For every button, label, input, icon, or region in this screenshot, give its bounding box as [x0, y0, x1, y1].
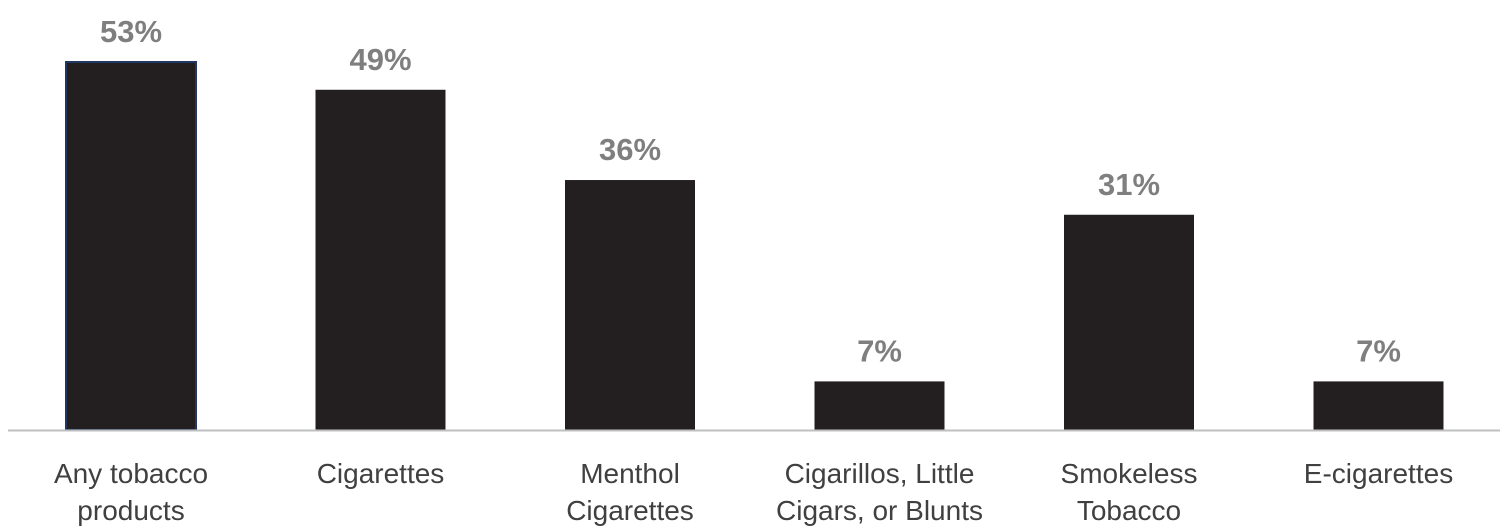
bar	[65, 61, 197, 431]
category-label-line: Menthol	[580, 458, 680, 489]
category-label-line: Tobacco	[1077, 495, 1181, 526]
category-labels-layer: Any tobacco products Cigarettes Menthol Ciga…	[54, 458, 1453, 526]
category-label-line: Cigars, or Blunts	[776, 495, 983, 526]
category-label-line: Smokeless	[1061, 458, 1198, 489]
data-label: 31%	[1098, 167, 1160, 202]
category-label-line: Cigarillos, Little	[785, 458, 975, 489]
data-labels-layer: 53% 49% 36% 7% 31% 7%	[100, 14, 1401, 368]
bar	[1313, 381, 1444, 430]
data-label: 7%	[1356, 333, 1401, 368]
category-label: Smokeless Tobacco	[1061, 458, 1198, 526]
category-label-line: Cigarettes	[317, 458, 445, 489]
category-label: Menthol Cigarettes	[566, 458, 694, 526]
bar	[1064, 214, 1194, 430]
category-label-line: E-cigarettes	[1304, 458, 1453, 489]
category-label: Any tobacco products	[54, 458, 208, 526]
category-label: E-cigarettes	[1304, 458, 1453, 489]
bar	[315, 89, 446, 430]
bar	[814, 381, 945, 430]
category-label: Cigarillos, Little Cigars, or Blunts	[776, 458, 983, 526]
category-label-line: Any tobacco	[54, 458, 208, 489]
data-label: 36%	[599, 132, 661, 167]
data-label: 49%	[349, 42, 411, 77]
category-label-line: products	[77, 495, 184, 526]
bar	[565, 180, 695, 430]
data-label: 53%	[100, 14, 162, 49]
data-label: 7%	[857, 333, 902, 368]
category-label: Cigarettes	[317, 458, 445, 489]
bars-layer	[65, 61, 1444, 431]
category-label-line: Cigarettes	[566, 495, 694, 526]
